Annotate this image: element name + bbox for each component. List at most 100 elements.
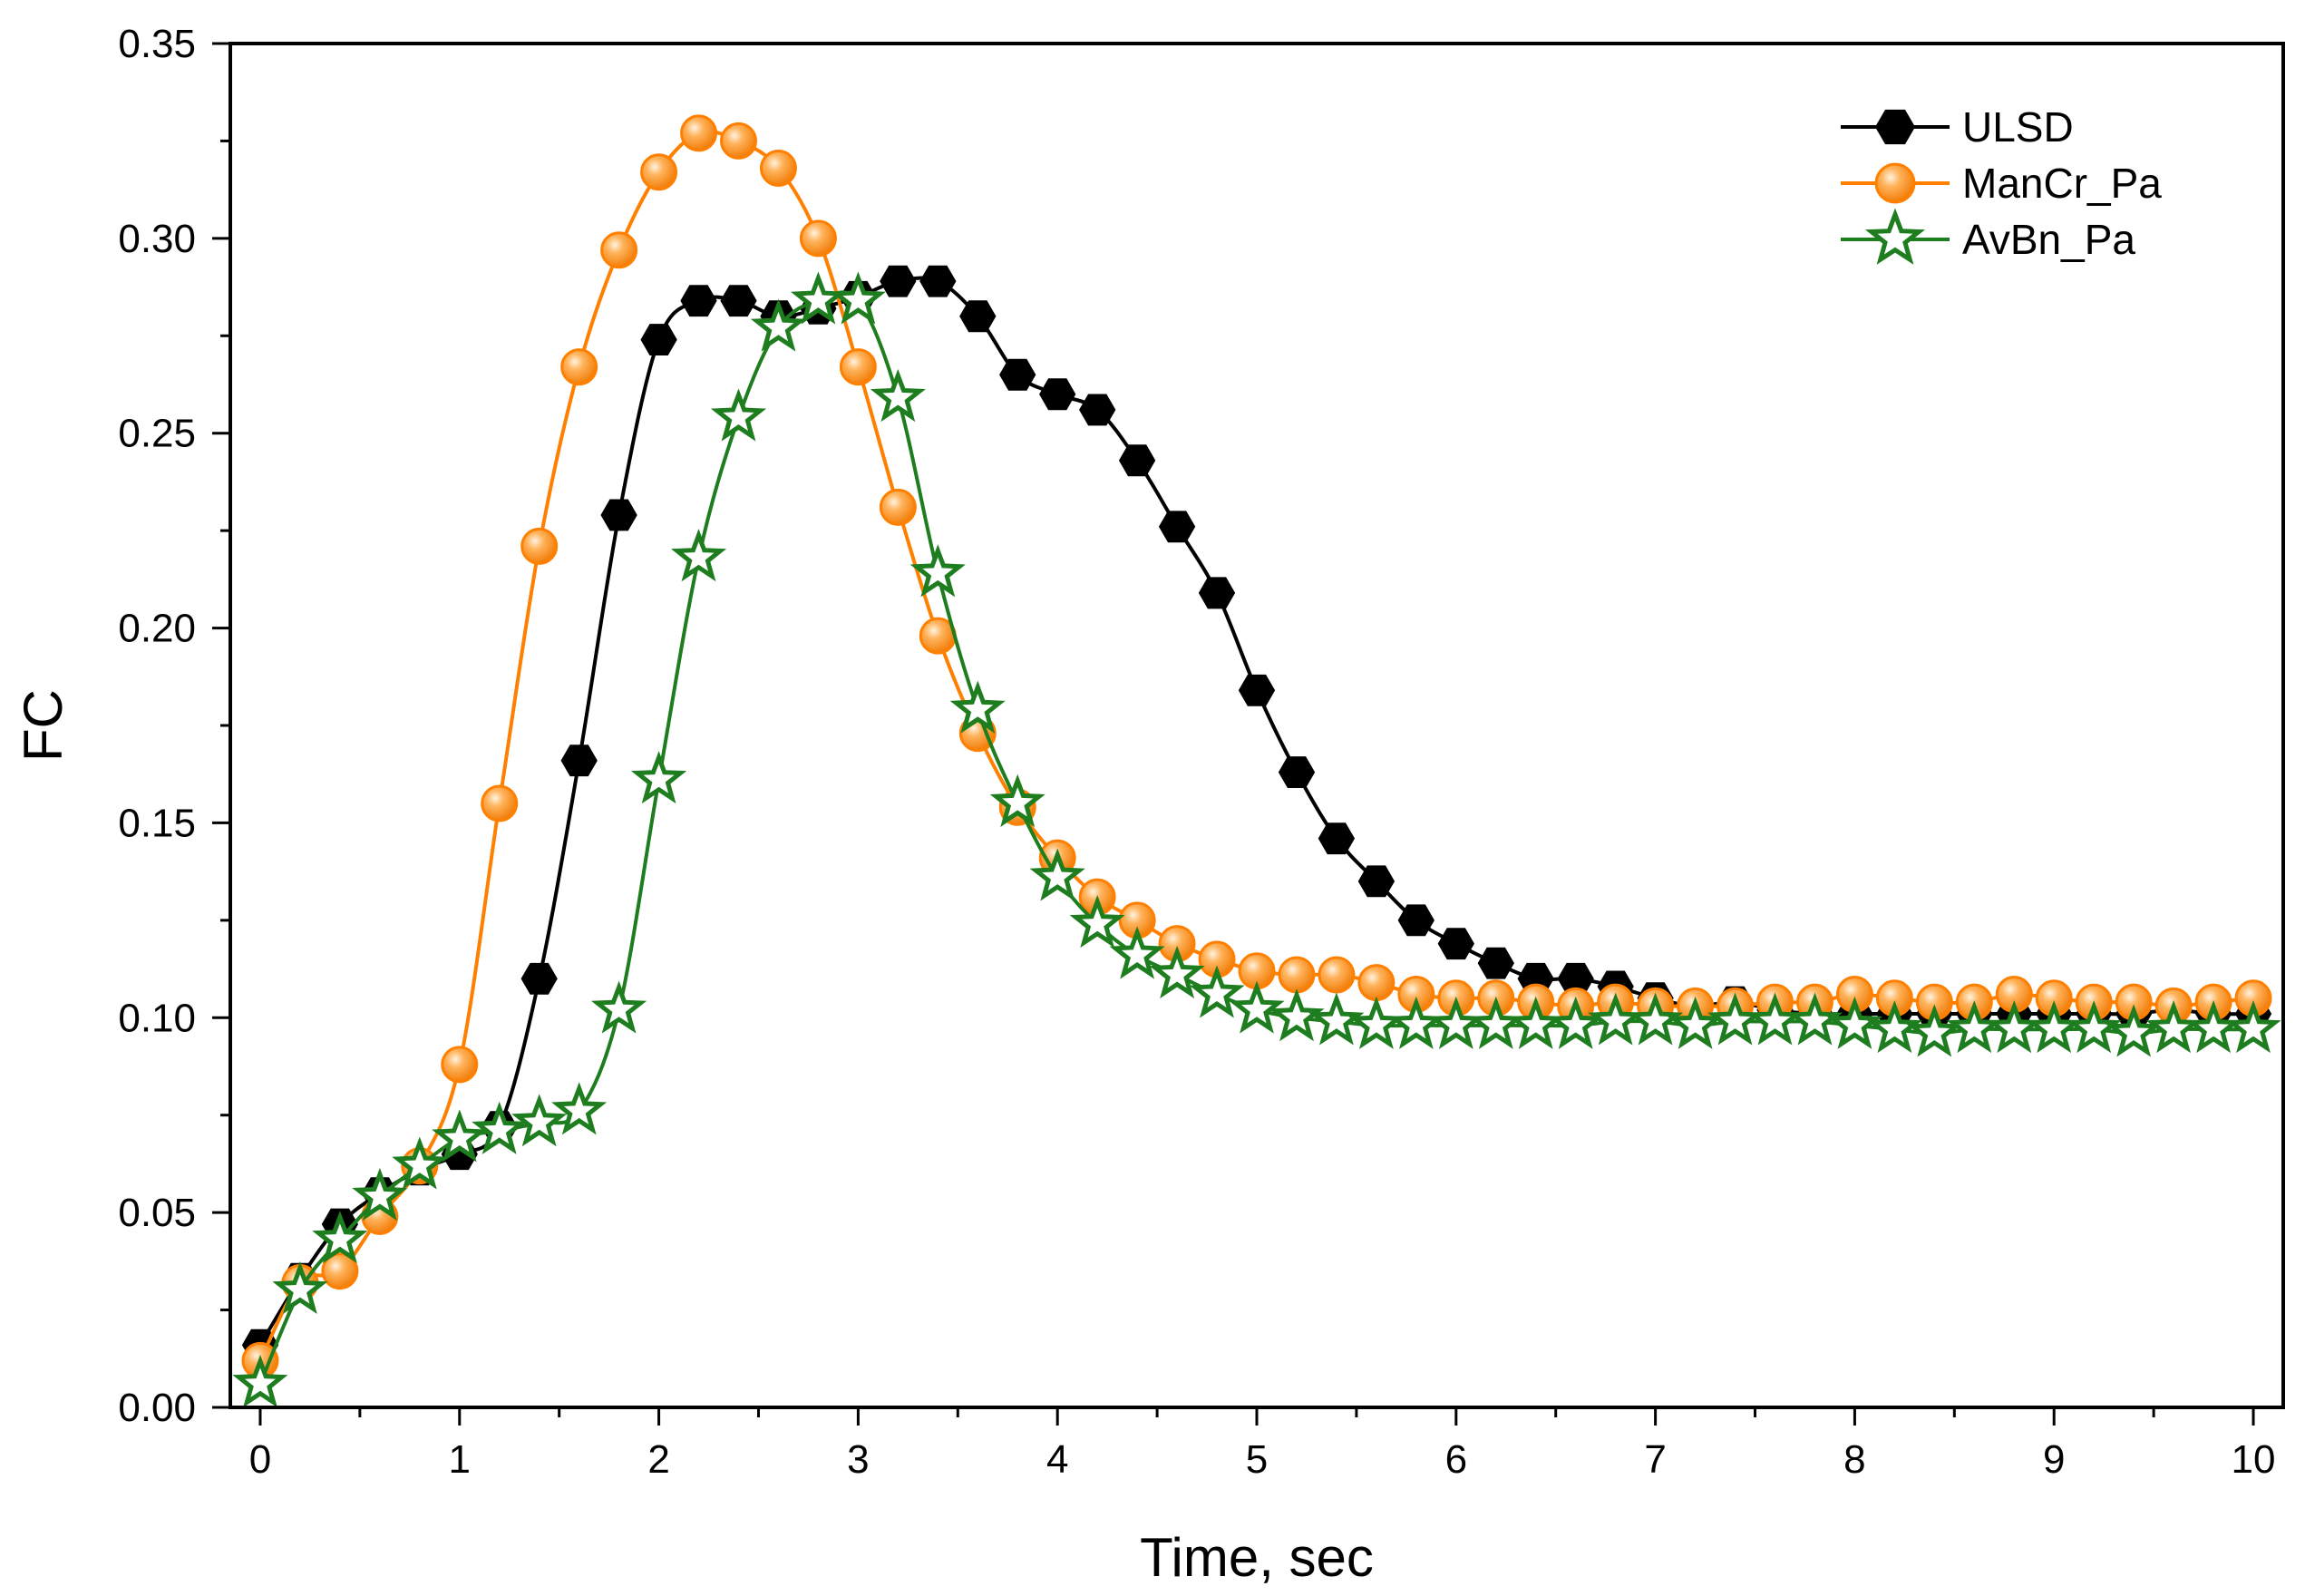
data-point — [680, 285, 717, 317]
y-tick-label: 0.20 — [118, 607, 196, 651]
series-group — [232, 114, 2281, 1408]
data-point — [2066, 1000, 2122, 1054]
data-point — [560, 744, 598, 777]
series-ULSD — [241, 265, 2272, 1361]
data-point — [1278, 956, 1316, 994]
data-point — [999, 358, 1036, 391]
data-point — [590, 980, 647, 1034]
data-point — [830, 271, 886, 325]
data-point — [472, 1101, 528, 1154]
data-point — [1864, 208, 1926, 265]
data-point — [989, 774, 1046, 828]
x-tick-label: 1 — [449, 1437, 471, 1482]
data-point — [799, 219, 837, 258]
data-point — [2225, 1000, 2281, 1054]
data-point — [511, 1094, 568, 1147]
y-tick-label: 0.00 — [118, 1386, 196, 1430]
x-tick-label: 3 — [847, 1437, 869, 1482]
data-point — [520, 962, 558, 995]
data-point — [272, 1260, 328, 1315]
data-point — [1826, 996, 1883, 1049]
y-tick-label: 0.05 — [118, 1191, 196, 1235]
x-tick-label: 8 — [1843, 1437, 1865, 1482]
legend-item: ULSD — [1841, 103, 2074, 151]
x-tick-label: 9 — [2043, 1437, 2065, 1482]
data-point — [1109, 926, 1165, 979]
data-point — [1029, 848, 1085, 901]
legend-label: AvBn_Pa — [1962, 216, 2135, 263]
data-point — [1397, 904, 1435, 937]
legend-label: ULSD — [1962, 103, 2074, 151]
data-point — [1118, 444, 1156, 477]
data-point — [1357, 865, 1396, 898]
data-point — [870, 368, 926, 423]
data-point — [1308, 992, 1365, 1046]
data-point — [1874, 109, 1916, 145]
plot-frame — [229, 42, 2285, 1409]
data-point — [750, 298, 806, 352]
x-tick-label: 6 — [1445, 1437, 1467, 1482]
y-axis-title: FC — [13, 689, 73, 762]
data-point — [321, 1252, 359, 1290]
data-point — [1039, 378, 1076, 411]
data-point — [1786, 992, 1843, 1046]
data-point — [1318, 956, 1356, 994]
data-point — [1079, 394, 1116, 426]
data-point — [481, 784, 519, 822]
data-point — [959, 300, 997, 333]
data-point — [600, 499, 637, 531]
data-point — [520, 527, 559, 565]
data-point — [232, 1355, 288, 1408]
x-axis-title: Time, sec — [1140, 1527, 1374, 1588]
data-point — [879, 488, 917, 526]
data-point — [560, 348, 598, 386]
data-point — [312, 1211, 368, 1264]
y-tick-label: 0.25 — [118, 412, 196, 456]
data-point — [720, 285, 757, 317]
data-point — [392, 1136, 448, 1190]
data-point — [1906, 1004, 1962, 1057]
y-tick-label: 0.15 — [118, 801, 196, 845]
x-tick-label: 2 — [647, 1437, 669, 1482]
data-point — [949, 680, 1006, 734]
axis-tick-labels: 0 1 2 3 4 5 6 7 8 9 10 0.00 0.05 0.10 0.15 0.20 0.25 0.30… — [118, 22, 2275, 1482]
data-point — [1357, 964, 1396, 1002]
data-point — [1158, 511, 1196, 543]
data-point — [1269, 988, 1325, 1042]
data-point — [671, 529, 727, 582]
data-point — [710, 388, 767, 442]
data-point — [2106, 1004, 2162, 1057]
data-point — [1548, 996, 1604, 1049]
data-point — [1229, 980, 1285, 1034]
data-point — [680, 114, 718, 152]
data-point — [352, 1167, 408, 1221]
data-point — [441, 1046, 479, 1084]
data-point — [720, 122, 758, 160]
data-point — [1189, 965, 1245, 1018]
data-point — [1278, 756, 1316, 788]
data-point — [1437, 928, 1474, 960]
data-point — [1866, 1000, 1923, 1054]
data-point — [1198, 577, 1236, 609]
data-point — [919, 265, 957, 297]
data-point — [839, 348, 877, 386]
y-tick-label: 0.10 — [118, 996, 196, 1040]
x-tick-label: 7 — [1644, 1437, 1666, 1482]
x-tick-label: 0 — [249, 1437, 271, 1482]
legend: ULSD ManCr_Pa AvBn_Pa — [1841, 103, 2162, 265]
data-point — [1667, 996, 1724, 1049]
data-point — [880, 265, 917, 297]
data-point — [1238, 674, 1276, 706]
legend-label: ManCr_Pa — [1962, 160, 2162, 207]
data-point — [551, 1082, 608, 1135]
x-tick-label: 10 — [2232, 1437, 2276, 1482]
data-point — [1149, 945, 1205, 998]
data-point — [432, 1109, 488, 1163]
y-tick-label: 0.35 — [118, 22, 196, 66]
y-tick-label: 0.30 — [118, 217, 196, 261]
x-tick-label: 5 — [1246, 1437, 1268, 1482]
data-point — [630, 751, 687, 804]
data-point — [640, 324, 677, 355]
data-point — [600, 231, 638, 269]
